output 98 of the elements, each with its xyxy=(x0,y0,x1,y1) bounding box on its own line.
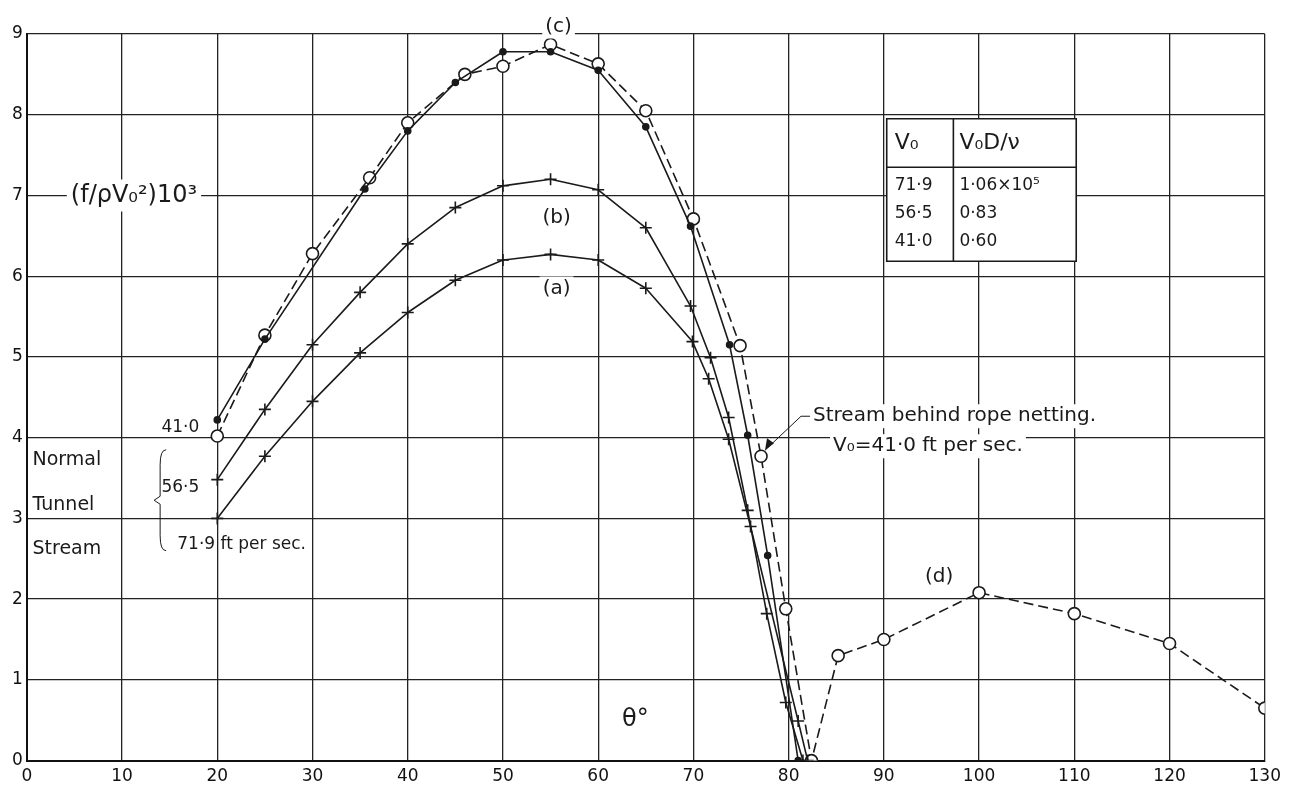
point xyxy=(721,410,736,425)
y-tick-label: 0 xyxy=(11,749,23,770)
point xyxy=(305,246,320,261)
point xyxy=(754,449,768,464)
point xyxy=(743,431,752,440)
x-tick-label: 20 xyxy=(206,765,229,786)
point xyxy=(403,127,412,135)
point xyxy=(685,334,700,349)
point xyxy=(639,281,653,296)
point xyxy=(448,273,463,288)
annotation: V₀ xyxy=(894,128,919,154)
point xyxy=(499,47,507,56)
x-tick-label: 110 xyxy=(1058,765,1091,786)
annotation: (b) xyxy=(542,203,571,228)
point xyxy=(725,341,734,349)
annotation: Stream xyxy=(32,536,102,559)
point xyxy=(543,172,558,187)
point xyxy=(400,237,415,251)
point xyxy=(400,305,415,320)
annotation: (a) xyxy=(542,274,571,299)
annotation: Normal xyxy=(32,447,102,470)
point xyxy=(305,338,320,352)
y-tick-label: 1 xyxy=(11,668,23,689)
annotation: 41·0 xyxy=(894,229,933,250)
x-axis-title: θ° xyxy=(621,704,649,733)
point xyxy=(361,185,369,193)
point xyxy=(213,416,222,424)
x-tick-label: 100 xyxy=(962,765,996,786)
point xyxy=(496,178,510,193)
y-tick-label: 4 xyxy=(11,426,23,447)
annotation: 0·83 xyxy=(959,201,998,222)
point xyxy=(543,247,558,262)
point xyxy=(353,285,367,300)
x-tick-label: 50 xyxy=(492,765,514,786)
point xyxy=(701,371,716,386)
point xyxy=(305,394,320,409)
point xyxy=(496,59,510,74)
point xyxy=(210,472,225,487)
point xyxy=(210,429,225,443)
series-label: 56·5 xyxy=(161,476,200,497)
point xyxy=(759,606,774,621)
annotation: V₀D/ν xyxy=(959,128,1020,154)
annotation: Tunnel xyxy=(31,491,95,514)
x-tick-label: 130 xyxy=(1248,765,1281,786)
point xyxy=(733,338,747,353)
y-tick-label: 7 xyxy=(11,183,23,204)
point xyxy=(448,200,463,215)
point xyxy=(683,299,698,313)
annotation: 71·9 xyxy=(894,173,933,194)
point xyxy=(791,714,805,728)
point xyxy=(210,511,225,526)
point xyxy=(1067,606,1082,621)
series-label: 41·0 xyxy=(161,416,200,437)
point xyxy=(972,585,986,600)
point xyxy=(594,66,602,75)
series-label: 71·9 ft per sec. xyxy=(177,532,307,553)
annotation: (d) xyxy=(924,562,954,587)
point xyxy=(686,222,695,230)
x-tick-label: 120 xyxy=(1153,765,1186,786)
point xyxy=(258,402,272,417)
y-tick-label: 9 xyxy=(11,22,23,43)
point xyxy=(639,220,653,235)
y-axis-title: (f/ρV₀²)10³ xyxy=(70,179,198,208)
point xyxy=(639,103,653,118)
point xyxy=(721,432,736,447)
point xyxy=(1162,636,1177,651)
x-tick-label: 40 xyxy=(396,765,419,786)
point xyxy=(703,350,718,365)
point xyxy=(763,551,772,560)
point xyxy=(778,602,793,616)
x-tick-label: 70 xyxy=(682,765,705,786)
annotation: 56·5 xyxy=(894,201,933,222)
x-tick-label: 80 xyxy=(777,765,800,786)
point xyxy=(591,253,605,267)
point xyxy=(353,346,367,360)
point xyxy=(877,632,891,647)
point xyxy=(451,78,460,87)
annotation: 1·06×10⁵ xyxy=(959,173,1040,194)
x-tick-label: 10 xyxy=(111,765,133,786)
y-tick-label: 3 xyxy=(11,506,23,527)
annotation: Stream behind rope netting. V₀=41·0 ft per sec. xyxy=(813,402,1097,457)
y-tick-label: 6 xyxy=(11,264,23,285)
annotation: 0·60 xyxy=(959,229,998,250)
point xyxy=(642,123,650,131)
point xyxy=(546,47,555,56)
x-tick-label: 60 xyxy=(587,765,609,786)
x-tick-label: 90 xyxy=(873,765,895,786)
point xyxy=(591,183,605,197)
y-tick-label: 8 xyxy=(11,103,23,124)
point xyxy=(778,695,793,710)
point xyxy=(831,648,845,663)
point xyxy=(258,449,272,464)
annotation: (c) xyxy=(545,12,572,37)
x-tick-label: 30 xyxy=(301,765,324,786)
y-tick-label: 2 xyxy=(11,587,23,608)
y-tick-label: 5 xyxy=(11,345,23,366)
point xyxy=(743,519,758,534)
point xyxy=(496,253,510,267)
